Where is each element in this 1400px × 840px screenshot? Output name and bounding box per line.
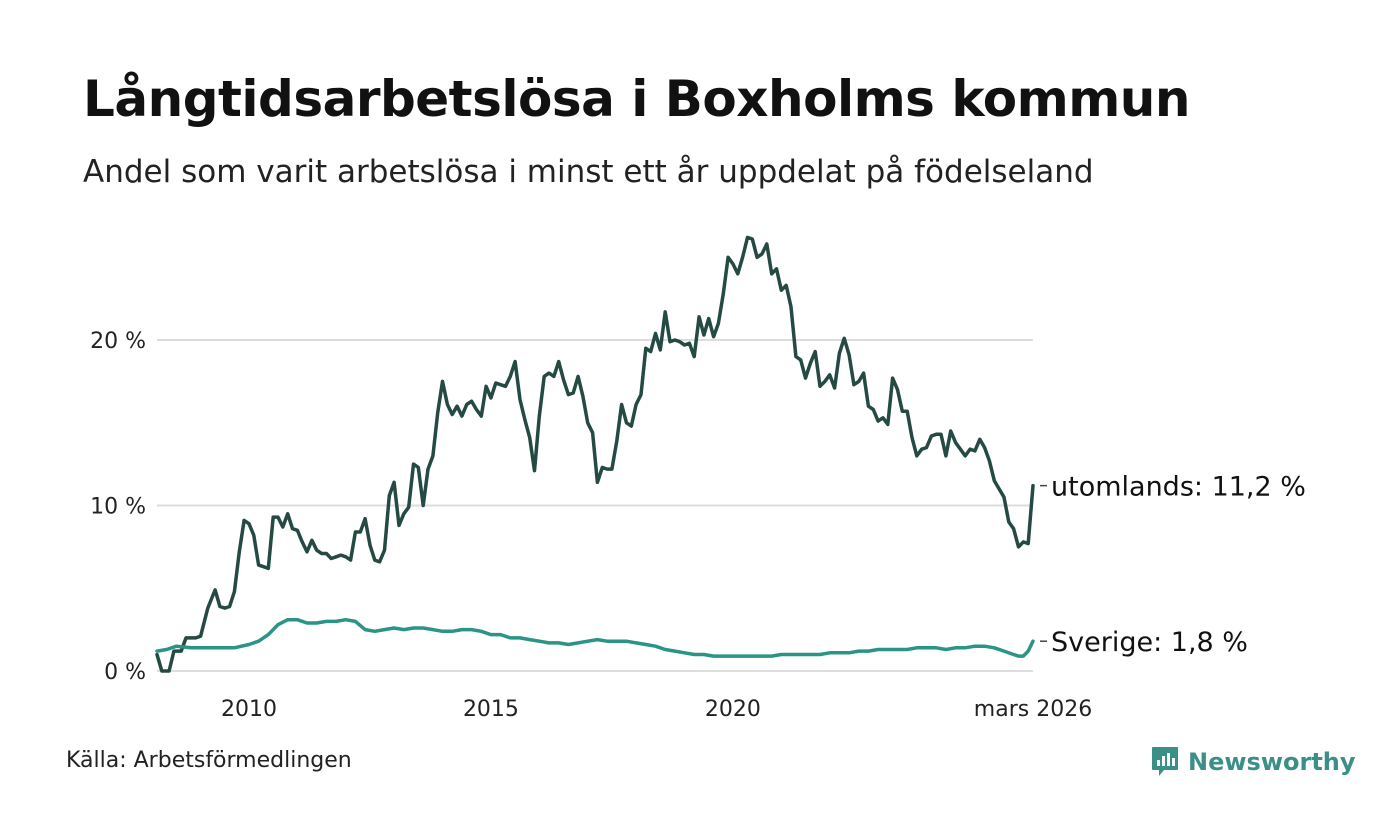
x-tick-label: mars 2026 (974, 697, 1092, 722)
y-tick-label: 20 % (90, 329, 146, 354)
series-lines (155, 235, 1035, 673)
series-line-utomlands (155, 235, 1035, 673)
y-tick-label: 10 % (90, 495, 146, 520)
gridlines (157, 339, 1033, 672)
end-label-utomlands: utomlands: 11,2 % (1051, 472, 1306, 503)
x-tick-label: 2015 (463, 697, 519, 722)
series-line-sverige (155, 617, 1035, 658)
y-axis-ticks: 0 % 10 % 20 % (90, 329, 146, 685)
end-label-sverige: Sverige: 1,8 % (1051, 627, 1248, 658)
brand-name: Newsworthy (1188, 748, 1356, 776)
chart-title: Långtidsarbetslösa i Boxholms kommun (83, 70, 1191, 128)
source-note: Källa: Arbetsförmedlingen (66, 748, 352, 773)
y-tick-label: 0 % (104, 660, 146, 685)
brand-logo-group[interactable]: Newsworthy (1150, 744, 1356, 780)
x-tick-label: 2010 (221, 697, 277, 722)
series-end-labels: utomlands: 11,2 % Sverige: 1,8 % (1040, 472, 1306, 658)
chart-subtitle: Andel som varit arbetslösa i minst ett å… (83, 154, 1094, 190)
x-tick-label: 2020 (705, 697, 761, 722)
x-axis-ticks: 2010 2015 2020 mars 2026 (221, 697, 1092, 722)
newsworthy-logo-icon (1152, 747, 1178, 776)
